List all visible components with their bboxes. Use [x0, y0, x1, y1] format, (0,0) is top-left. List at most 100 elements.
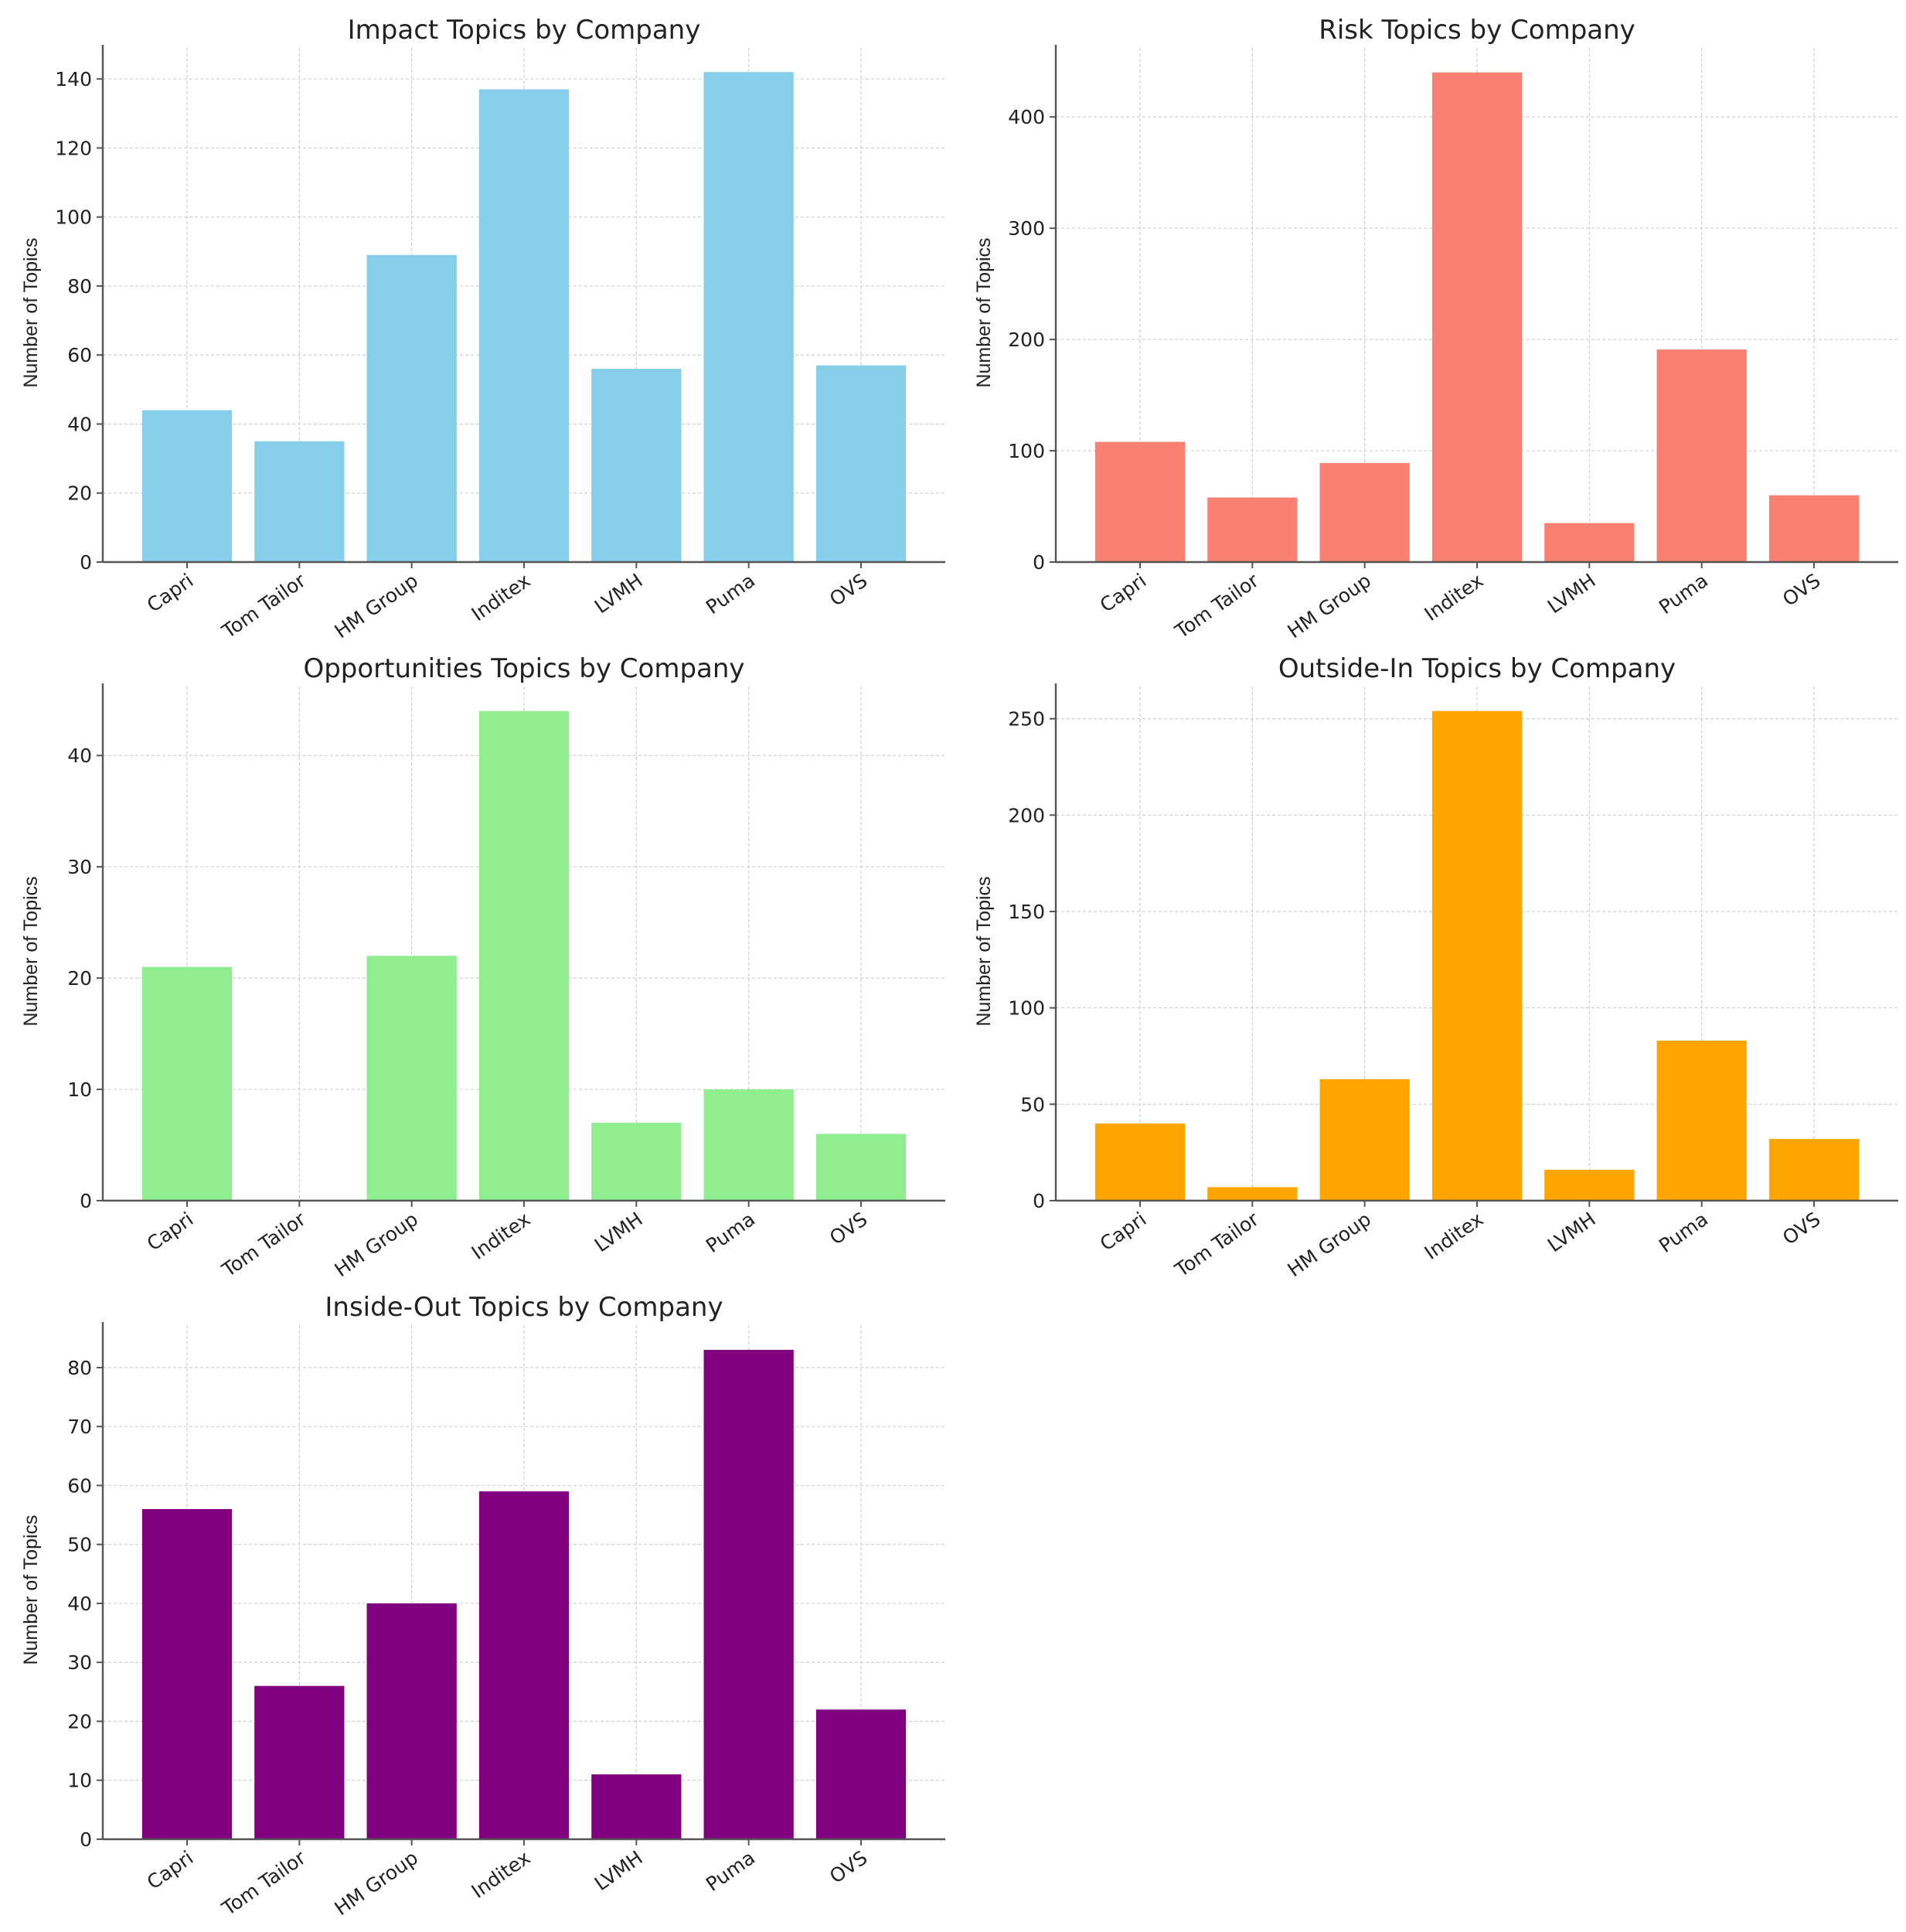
opportunities-y-tick-label: 40: [67, 745, 92, 767]
impact-y-tick-label: 100: [55, 206, 92, 229]
impact-x-tick-label-puma: Puma: [702, 569, 759, 618]
opportunities-y-tick-label: 30: [67, 856, 92, 878]
risk-bar-hm-group: [1319, 462, 1410, 562]
risk-y-tick-label: 100: [1008, 440, 1045, 462]
outside-in-bar-ovs: [1768, 1139, 1860, 1201]
opportunities-y-tick-label: 20: [67, 967, 92, 990]
inside-out-chart-svg: Inside-Out Topics by Company Number of To…: [20, 1292, 945, 1916]
impact-chart-title: Impact Topics by Company: [348, 15, 701, 46]
impact-x-tick-label-hm-group: HM Group: [331, 569, 423, 639]
opportunities-y-tick-label: 0: [80, 1190, 92, 1212]
risk-bar-inditex: [1431, 72, 1523, 562]
impact-x-tick-label-inditex: Inditex: [468, 569, 535, 625]
inside-out-x-tick-label-inditex: Inditex: [468, 1846, 535, 1903]
opportunities-x-tick-label-puma: Puma: [702, 1208, 759, 1257]
opportunities-bar-inditex: [478, 710, 570, 1201]
inside-out-y-axis-label: Number of Topics: [20, 1515, 42, 1665]
risk-x-tick-label-puma: Puma: [1655, 569, 1712, 618]
risk-bar-capri: [1094, 441, 1186, 562]
opportunities-bar-ovs: [815, 1133, 907, 1201]
inside-out-x-tick-label-lvmh: LVMH: [591, 1846, 647, 1895]
impact-y-tick-label: 120: [55, 137, 92, 159]
risk-bar-puma: [1656, 349, 1747, 562]
risk-x-tick-label-ovs: OVS: [1778, 569, 1824, 611]
outside-in-y-tick-label: 250: [1008, 708, 1045, 731]
risk-y-tick-label: 200: [1008, 329, 1045, 351]
risk-bar-ovs: [1768, 495, 1860, 562]
impact-bar-puma: [703, 72, 794, 563]
opportunities-x-tick-label-hm-group: HM Group: [331, 1208, 423, 1277]
inside-out-y-tick-label: 70: [67, 1416, 92, 1438]
outside-in-y-axis-label: Number of Topics: [973, 876, 995, 1026]
risk-chart-title: Risk Topics by Company: [1319, 15, 1635, 46]
outside-in-chart-panel: Outside-In Topics by Company Number of To…: [953, 639, 1906, 1277]
impact-bar-lvmh: [591, 369, 682, 562]
outside-in-bar-hm-group: [1319, 1078, 1410, 1201]
impact-bar-hm-group: [366, 254, 457, 562]
opportunities-x-tick-label-capri: Capri: [143, 1208, 198, 1256]
inside-out-x-tick-label-ovs: OVS: [825, 1846, 871, 1888]
impact-chart-panel: Impact Topics by Company Number of Topics…: [0, 0, 953, 639]
inside-out-y-tick-label: 60: [67, 1474, 92, 1497]
opportunities-chart-svg: Opportunities Topics by Company Number of…: [20, 653, 945, 1277]
opportunities-x-tick-label-ovs: OVS: [825, 1208, 871, 1249]
opportunities-bar-hm-group: [366, 956, 457, 1201]
opportunities-bar-capri: [141, 966, 233, 1201]
inside-out-x-tick-label-capri: Capri: [143, 1846, 198, 1894]
inside-out-bar-lvmh: [591, 1774, 682, 1839]
inside-out-x-tick-label-tom-tailor: Tom Tailor: [217, 1846, 310, 1916]
inside-out-x-tick-label-puma: Puma: [702, 1846, 759, 1896]
outside-in-x-tick-label-tom-tailor: Tom Tailor: [1170, 1208, 1263, 1277]
risk-y-tick-label: 0: [1033, 551, 1045, 574]
impact-y-tick-label: 60: [67, 344, 92, 366]
opportunities-y-axis-label: Number of Topics: [20, 876, 42, 1026]
inside-out-bar-ovs: [815, 1709, 907, 1839]
outside-in-x-tick-label-hm-group: HM Group: [1284, 1208, 1376, 1277]
impact-x-tick-label-tom-tailor: Tom Tailor: [217, 569, 310, 639]
outside-in-chart-title: Outside-In Topics by Company: [1278, 653, 1676, 684]
risk-chart-panel: Risk Topics by Company Number of Topics 0 1…: [953, 0, 1906, 639]
impact-chart-svg: Impact Topics by Company Number of Topics…: [20, 15, 945, 639]
outside-in-chart-svg: Outside-In Topics by Company Number of To…: [973, 653, 1898, 1277]
risk-x-tick-label-tom-tailor: Tom Tailor: [1170, 569, 1263, 639]
outside-in-y-tick-label: 200: [1008, 804, 1045, 826]
inside-out-y-tick-label: 50: [67, 1534, 92, 1556]
inside-out-y-tick-label: 10: [67, 1770, 92, 1792]
outside-in-bar-lvmh: [1544, 1170, 1635, 1201]
risk-x-tick-label-lvmh: LVMH: [1544, 569, 1600, 618]
risk-y-tick-label: 400: [1008, 106, 1045, 128]
impact-y-tick-label: 140: [55, 68, 92, 90]
risk-chart-svg: Risk Topics by Company Number of Topics 0 1…: [973, 15, 1898, 639]
impact-bar-capri: [141, 410, 233, 562]
opportunities-x-tick-label-tom-tailor: Tom Tailor: [217, 1208, 310, 1277]
outside-in-bar-puma: [1656, 1041, 1747, 1201]
opportunities-bar-puma: [703, 1089, 794, 1201]
outside-in-x-tick-label-lvmh: LVMH: [1544, 1208, 1600, 1256]
impact-y-tick-label: 80: [67, 275, 92, 298]
inside-out-x-tick-label-hm-group: HM Group: [331, 1846, 423, 1916]
risk-bar-lvmh: [1544, 523, 1635, 562]
inside-out-bar-hm-group: [366, 1603, 457, 1839]
outside-in-x-tick-label-inditex: Inditex: [1421, 1208, 1488, 1264]
impact-bar-tom-tailor: [254, 441, 345, 562]
opportunities-y-tick-label: 10: [67, 1078, 92, 1101]
impact-bar-ovs: [815, 365, 907, 562]
outside-in-y-tick-label: 150: [1008, 901, 1045, 923]
inside-out-y-tick-label: 30: [67, 1651, 92, 1674]
inside-out-y-tick-label: 40: [67, 1593, 92, 1615]
impact-x-tick-label-lvmh: LVMH: [591, 569, 647, 618]
opportunities-x-tick-label-inditex: Inditex: [468, 1208, 535, 1264]
inside-out-y-tick-label: 20: [67, 1710, 92, 1733]
inside-out-bar-capri: [141, 1508, 233, 1839]
inside-out-chart-panel: Inside-Out Topics by Company Number of To…: [0, 1277, 953, 1916]
inside-out-y-tick-label: 80: [67, 1357, 92, 1379]
opportunities-chart-title: Opportunities Topics by Company: [303, 653, 744, 684]
opportunities-x-tick-label-lvmh: LVMH: [591, 1208, 647, 1256]
risk-x-tick-label-capri: Capri: [1096, 569, 1151, 617]
outside-in-bar-inditex: [1431, 710, 1523, 1201]
risk-x-tick-label-inditex: Inditex: [1421, 569, 1488, 625]
outside-in-bar-capri: [1094, 1123, 1186, 1201]
risk-bar-tom-tailor: [1207, 497, 1298, 562]
outside-in-y-tick-label: 100: [1008, 997, 1045, 1020]
